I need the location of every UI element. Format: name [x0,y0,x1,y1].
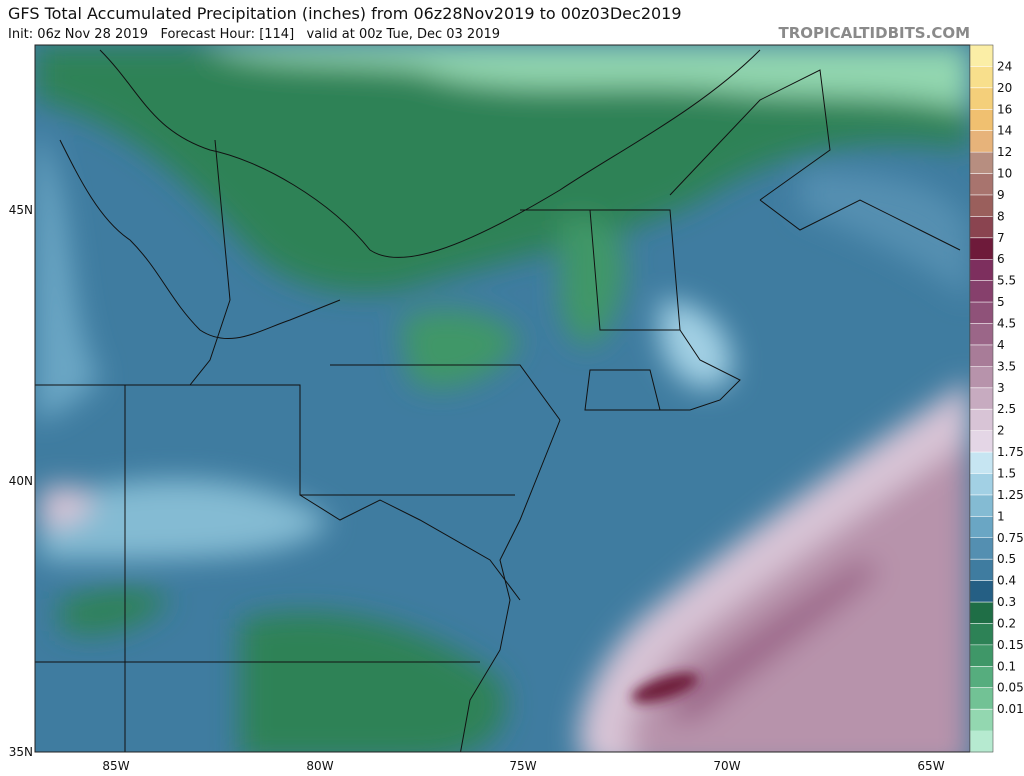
colorbar-swatch [970,387,993,410]
lat-label: 40N [9,474,33,488]
colorbar-swatch [970,602,993,624]
colorbar-swatch [970,666,993,689]
colorbar-label: 0.5 [997,552,1016,566]
colorbar-label: 0.75 [997,531,1024,545]
colorbar-label: 9 [997,188,1005,202]
colorbar-label: 4.5 [997,317,1016,331]
subtitle: Init: 06z Nov 28 2019 Forecast Hour: [11… [8,27,500,42]
colorbar-label: 0.01 [997,702,1024,716]
colorbar-swatch [970,323,993,346]
colorbar-swatch [970,687,993,710]
lon-label: 85W [102,759,129,772]
colorbar-label: 8 [997,209,1005,223]
lon-label: 65W [917,759,944,772]
colorbar-swatch [970,623,993,646]
colorbar-swatch [970,259,993,282]
colorbar-swatch [970,87,993,110]
colorbar-swatch [970,430,993,453]
axes: 45N 40N 35N 85W 80W 75W 70W 65W [9,203,945,773]
colorbar-label: 1.75 [997,445,1024,459]
colorbar-label: 2 [997,424,1005,438]
colorbar-swatch [970,644,993,667]
colorbar-label: 20 [997,81,1012,95]
colorbar-swatch [970,302,993,325]
field-blobs [35,45,970,752]
colorbar-swatch [970,130,993,153]
colorbar-swatch [970,580,993,603]
lon-label: 75W [509,759,536,772]
colorbar-swatch [970,45,993,67]
colorbar-label: 0.05 [997,681,1024,695]
colorbar-label: 5.5 [997,274,1016,288]
colorbar-swatch [970,344,993,367]
colorbar-label: 0.2 [997,616,1016,630]
colorbar-label: 0.15 [997,638,1024,652]
colorbar-label: 2.5 [997,402,1016,416]
colorbar-label: 12 [997,145,1012,159]
colorbar-swatch [970,537,993,560]
colorbar-label: 6 [997,252,1005,266]
colorbar-label: 16 [997,102,1012,116]
field-core [631,672,699,704]
lat-label: 45N [9,203,33,217]
lon-label: 70W [713,759,740,772]
colorbar: 24 20 16 14 12 10 9 8 7 6 5.5 5 4.5 4 3.5 3 2.5 2 1.75 1.5 1… [969,44,1024,753]
colorbar-swatch [970,730,993,753]
colorbar-swatch [970,366,993,389]
colorbar-label: 0.4 [997,574,1016,588]
colorbar-swatch [970,709,993,732]
colorbar-label: 1.5 [997,466,1016,480]
colorbar-swatch [970,516,993,539]
colorbar-label: 1.25 [997,488,1024,502]
colorbar-swatch [970,452,993,474]
colorbar-label: 24 [997,59,1012,73]
colorbar-label: 1 [997,509,1005,523]
colorbar-swatch [970,194,993,217]
colorbar-label: 14 [997,124,1012,138]
colorbar-label: 10 [997,167,1012,181]
precip-field [35,45,970,752]
colorbar-swatch [970,409,993,432]
colorbar-swatch [970,559,993,582]
colorbar-label: 4 [997,338,1005,352]
colorbar-label: 0.1 [997,659,1016,673]
colorbar-label: 0.3 [997,595,1016,609]
boundaries [35,49,961,752]
colorbar-frame [969,44,994,753]
colorbar-swatch [970,66,993,89]
colorbar-label: 3.5 [997,359,1016,373]
colorbar-label: 7 [997,231,1005,245]
lat-label: 35N [9,745,33,759]
colorbar-label: 5 [997,295,1005,309]
colorbar-swatch [970,152,993,175]
lon-label: 80W [306,759,333,772]
title: GFS Total Accumulated Precipitation (inc… [8,4,682,23]
watermark: TROPICALTIDBITS.COM [779,24,971,42]
colorbar-label: 3 [997,381,1005,395]
colorbar-swatch [970,494,993,517]
colorbar-swatch [970,109,993,132]
colorbar-swatch [970,216,993,239]
colorbar-swatch [970,473,993,496]
colorbar-swatch [970,173,993,196]
colorbar-swatch [970,280,993,303]
colorbar-swatch [970,237,993,260]
